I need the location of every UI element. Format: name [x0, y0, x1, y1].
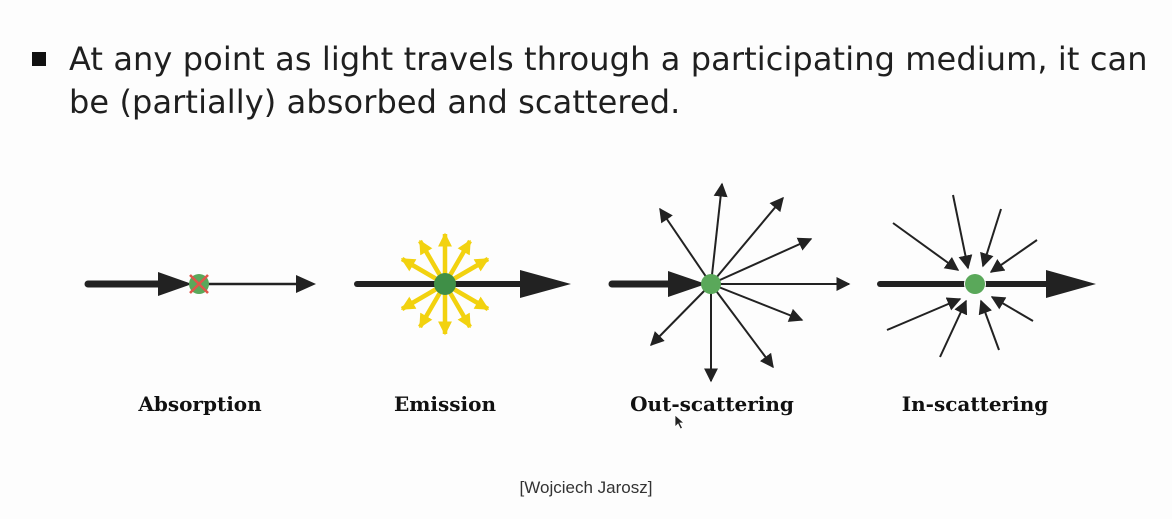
scattering-point [701, 274, 721, 294]
in-scattered-rays [886, 194, 1038, 358]
in-scattering-panel [877, 194, 1096, 358]
beam-arrowhead [1046, 270, 1096, 298]
scattering-point [965, 274, 985, 294]
absorbed-cross-icon [189, 274, 209, 294]
emission-panel [354, 232, 571, 336]
scattered-rays [650, 182, 851, 383]
mouse-pointer-icon [674, 414, 686, 430]
incoming-arrowhead [668, 271, 706, 297]
emission-label: Emission [393, 392, 497, 416]
out-scattering-panel [608, 182, 851, 383]
absorption-panel [84, 272, 316, 296]
in-scattering-label: In-scattering [901, 392, 1049, 416]
image-credit: [Wojciech Jarosz] [519, 478, 653, 497]
incoming-arrowhead [158, 272, 192, 296]
emission-point [434, 273, 456, 295]
out-scattering-label: Out-scattering [630, 392, 794, 416]
absorption-label: Absorption [138, 392, 262, 416]
square-bullet-icon [32, 52, 46, 66]
bullet-text: At any point as light travels through a … [69, 40, 1148, 121]
attenuated-arrowhead [296, 275, 316, 293]
beam-arrowhead [520, 270, 571, 298]
